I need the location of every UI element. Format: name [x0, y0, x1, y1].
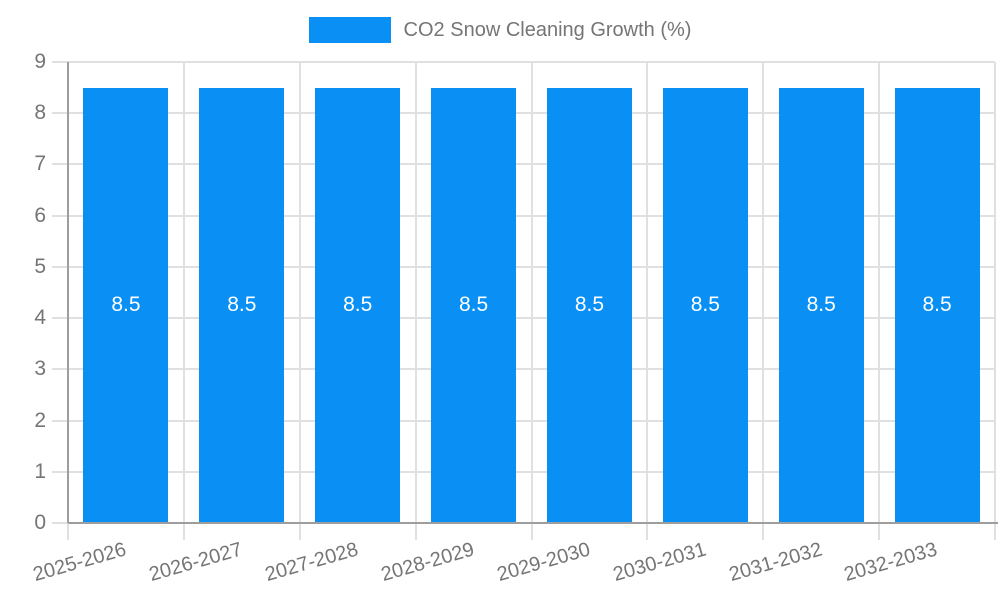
x-gridline [878, 62, 881, 540]
y-gridline [52, 419, 995, 422]
bar [83, 87, 169, 523]
y-axis-tick-label: 6 [34, 203, 46, 227]
bar-value-label: 8.5 [111, 293, 141, 317]
x-gridline [994, 62, 996, 540]
bar-value-label: 8.5 [458, 293, 489, 317]
legend-series-label: CO2 Snow Cleaning Growth (%) [403, 18, 692, 41]
y-gridline [52, 61, 995, 63]
y-axis-tick-label: 0 [34, 511, 46, 534]
bar-value-label: 8.5 [574, 293, 605, 317]
bar-value-label: 8.5 [690, 293, 720, 317]
x-axis-tick-label: 2029-2030 [494, 538, 593, 586]
y-gridline [52, 214, 995, 217]
x-gridline [762, 62, 765, 540]
y-gridline [52, 368, 995, 371]
bar-value-label: 8.5 [922, 293, 952, 317]
x-gridline [298, 62, 301, 540]
bar [546, 87, 632, 523]
x-axis-tick-label: 2027-2028 [262, 538, 361, 586]
bar [894, 87, 980, 523]
chart-legend: CO2 Snow Cleaning Growth (%) [0, 17, 1000, 43]
bar [778, 87, 864, 523]
x-gridline [182, 62, 185, 540]
y-gridline [52, 163, 995, 166]
y-axis-tick-label: 2 [34, 408, 46, 432]
y-gridline [52, 317, 995, 320]
x-gridline [646, 62, 649, 540]
y-axis-tick-label: 1 [34, 459, 46, 483]
x-axis-tick-label: 2030-2031 [610, 538, 709, 586]
y-gridline [52, 112, 995, 115]
x-axis-line [68, 522, 998, 524]
bar [315, 87, 401, 523]
y-axis-tick-label: 3 [34, 357, 46, 381]
y-axis-tick-label: 4 [34, 306, 46, 330]
y-axis-tick-label: 9 [34, 50, 46, 73]
bar-value-label: 8.5 [343, 293, 373, 317]
bar-value-label: 8.5 [806, 293, 836, 317]
x-axis-tick-label: 2028-2029 [378, 538, 477, 586]
y-axis-line [67, 62, 69, 523]
bar [662, 87, 748, 523]
legend-swatch [308, 17, 391, 43]
x-gridline [530, 62, 533, 540]
x-axis-tick-label: 2032-2033 [842, 538, 941, 586]
y-axis-tick-label: 5 [34, 254, 46, 278]
y-gridline [52, 265, 995, 268]
bar [431, 87, 517, 523]
bar [199, 87, 285, 523]
y-axis-tick-label: 8 [34, 101, 46, 125]
y-gridline [52, 470, 995, 473]
x-gridline [414, 62, 417, 540]
y-axis-tick-label: 7 [34, 152, 46, 176]
x-axis-tick-label: 2026-2027 [146, 538, 245, 586]
x-axis-tick-label: 2025-2026 [30, 538, 129, 586]
bar-value-label: 8.5 [227, 293, 257, 317]
x-axis-tick-label: 2031-2032 [726, 538, 825, 586]
